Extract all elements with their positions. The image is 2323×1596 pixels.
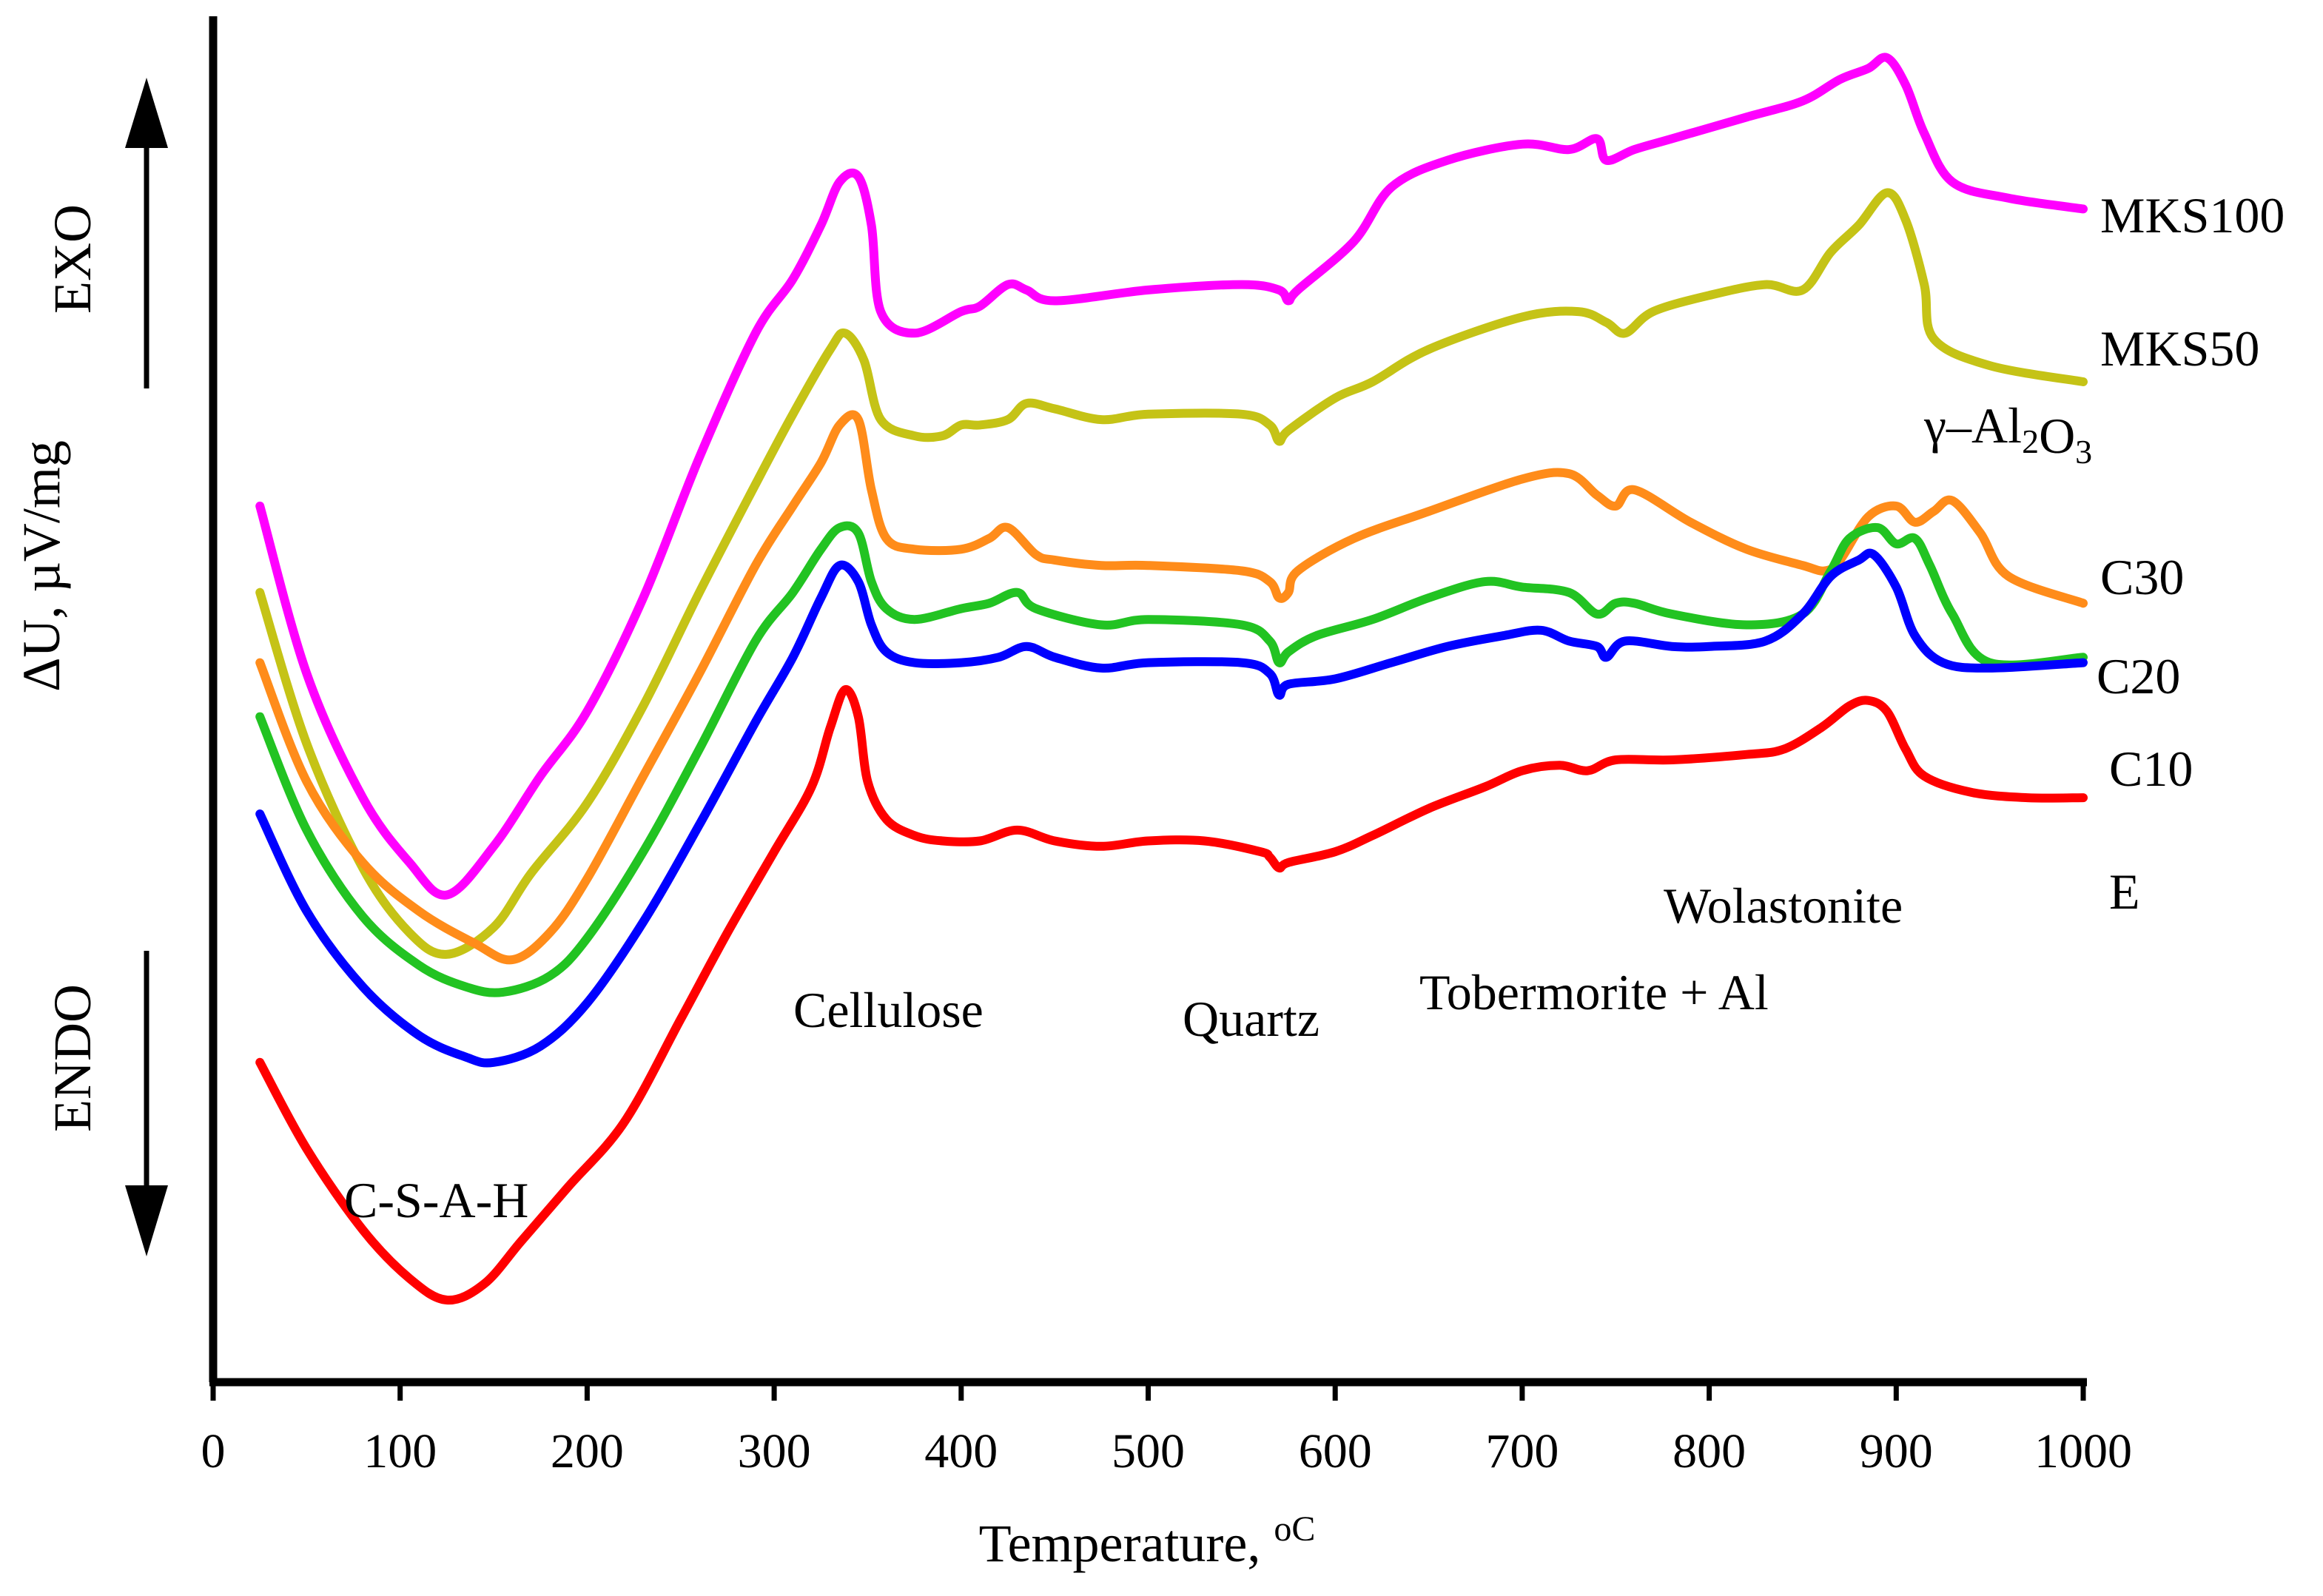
x-tick-label: 700 [1485,1424,1559,1478]
annotation-wolastonite: Wolastonite [1664,878,1903,934]
annotation-csah: C-S-A-H [344,1172,528,1228]
series-label-c30: C30 [2100,549,2184,605]
x-tick-label: 1000 [2034,1424,2132,1478]
series-line-mks100 [255,53,2088,900]
exo-label: EXO [43,204,102,314]
annotation-cellulose: Cellulose [793,982,984,1038]
series-label-mks100: MKS100 [2100,187,2285,243]
x-tick-label: 200 [551,1424,624,1478]
series-line-c10 [255,548,2088,1068]
series-line-mks50 [255,188,2088,959]
annotation-gamma-alumina: γ–Al2O3 [1923,397,2092,471]
annotation-quartz: Quartz [1183,991,1319,1047]
series-line-e [255,685,2088,1305]
endo-label: ENDO [43,984,102,1132]
y-axis-title: ΔU, µV/mg [12,440,71,692]
series-group [255,53,2088,1305]
annotation-tobermorite: Tobermorite + Al [1419,964,1769,1020]
x-tick-label: 300 [738,1424,811,1478]
series-label-e: E [2109,863,2140,920]
x-tick-label: 600 [1299,1424,1372,1478]
series-label-mks50: MKS50 [2100,320,2259,377]
x-axis-title: Temperature, oC [979,1509,1316,1573]
x-tick-label: 100 [363,1424,437,1478]
series-label-c20: C20 [2097,648,2180,704]
x-tick-label: 800 [1673,1424,1746,1478]
x-tick-label: 900 [1860,1424,1933,1478]
x-tick-label: 500 [1112,1424,1185,1478]
series-label-c10: C10 [2109,741,2193,797]
x-ticks: 0 100 200 300 400 500 600 700 800 900 1000 [201,1382,2132,1478]
x-tick-label: 400 [924,1424,998,1478]
exo-arrow-up-icon [125,78,168,148]
x-tick-label: 0 [201,1424,226,1478]
endo-arrow-down-icon [125,1185,168,1256]
